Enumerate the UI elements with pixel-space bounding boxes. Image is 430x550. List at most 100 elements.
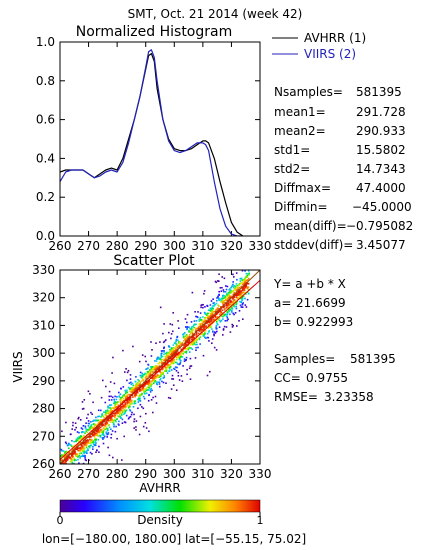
density-point: [148, 373, 151, 375]
density-point: [175, 340, 177, 342]
density-point: [225, 303, 228, 305]
density-point: [185, 350, 188, 353]
density-point: [94, 423, 97, 426]
density-point: [70, 490, 72, 492]
density-point: [200, 327, 202, 329]
stat-label-samples: Samples=: [274, 352, 335, 366]
density-point: [192, 329, 194, 331]
density-point: [83, 444, 86, 446]
density-point: [242, 287, 245, 289]
density-point: [177, 375, 180, 377]
density-point: [75, 455, 78, 458]
hist-xtick-label: 320: [220, 239, 243, 253]
density-point: [238, 310, 241, 312]
density-point: [116, 401, 118, 404]
density-point: [73, 481, 75, 483]
scatter-xtick-label: 300: [163, 467, 186, 481]
density-point: [94, 440, 97, 443]
density-point: [88, 428, 91, 431]
density-point: [64, 459, 67, 462]
density-point: [129, 399, 131, 401]
density-point: [235, 305, 238, 308]
density-point: [139, 400, 142, 402]
density-point: [244, 277, 246, 279]
density-point: [212, 305, 214, 307]
density-point: [150, 372, 152, 374]
density-point: [97, 415, 99, 418]
density-point: [108, 454, 111, 457]
density-point: [186, 368, 188, 371]
density-point: [154, 395, 157, 398]
density-point: [183, 358, 186, 360]
density-point: [76, 454, 78, 457]
density-point: [188, 367, 191, 369]
density-point: [214, 331, 216, 333]
density-point: [194, 357, 197, 359]
density-point: [175, 361, 177, 364]
density-point: [247, 279, 249, 281]
density-point: [83, 438, 86, 440]
density-point: [173, 353, 176, 355]
density-point: [116, 437, 118, 440]
density-point: [238, 296, 241, 298]
density-point: [151, 379, 153, 382]
density-point: [226, 295, 229, 298]
stat-value-rmse: 3.23358: [324, 390, 374, 404]
density-point: [189, 328, 191, 330]
density-point: [167, 396, 170, 399]
density-point: [234, 285, 237, 287]
density-point: [137, 398, 139, 401]
density-point: [84, 451, 86, 454]
density-point: [215, 302, 218, 305]
density-point: [206, 305, 209, 307]
density-point: [68, 443, 71, 446]
density-point: [148, 374, 150, 377]
density-point: [122, 405, 124, 407]
density-point: [186, 348, 188, 350]
density-point: [96, 419, 99, 422]
density-point: [222, 315, 224, 318]
density-point: [208, 316, 211, 319]
density-point: [213, 315, 216, 317]
density-point: [110, 416, 112, 418]
density-point: [241, 298, 244, 300]
density-point: [82, 436, 84, 438]
density-point: [175, 344, 178, 346]
density-point: [115, 405, 117, 408]
density-point: [65, 494, 67, 496]
density-point: [110, 417, 112, 420]
density-point: [164, 366, 166, 369]
density-point: [141, 375, 144, 378]
density-point: [193, 342, 196, 344]
density-point: [227, 308, 230, 311]
density-point: [197, 311, 199, 313]
density-point: [218, 308, 220, 310]
density-point: [215, 326, 217, 329]
density-point: [93, 431, 96, 434]
density-point: [207, 309, 210, 311]
density-point: [185, 326, 187, 328]
density-point: [194, 328, 197, 331]
density-point: [145, 360, 147, 363]
density-point: [202, 306, 204, 309]
density-point: [154, 369, 156, 371]
density-point: [142, 386, 144, 388]
density-point: [126, 399, 128, 402]
density-point: [175, 370, 178, 372]
density-point: [215, 309, 217, 311]
density-point: [91, 433, 93, 435]
density-point: [221, 265, 223, 267]
density-point: [233, 276, 235, 278]
density-point: [121, 396, 124, 399]
density-point: [209, 323, 211, 325]
density-point: [176, 356, 179, 359]
density-point: [152, 379, 154, 382]
density-point: [244, 280, 246, 283]
density-point: [206, 374, 209, 377]
density-point: [84, 432, 86, 434]
density-point: [143, 373, 146, 376]
density-point: [102, 379, 104, 382]
density-point: [248, 270, 250, 272]
density-point: [232, 298, 234, 300]
density-point: [246, 276, 249, 278]
